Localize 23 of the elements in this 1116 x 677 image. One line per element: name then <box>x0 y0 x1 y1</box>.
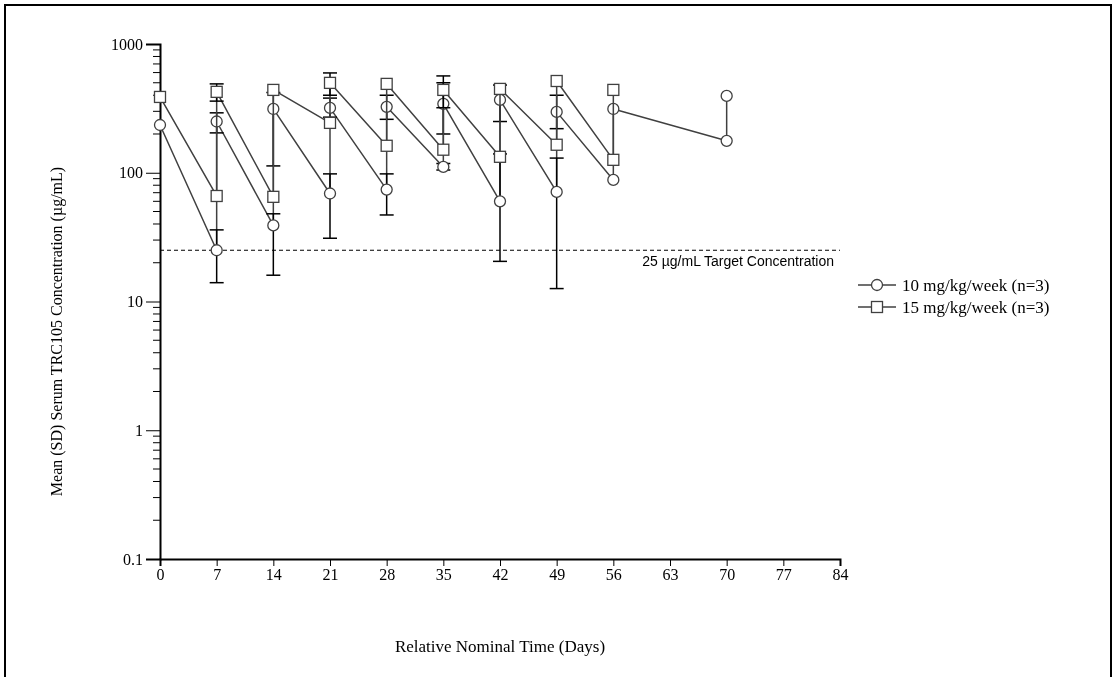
x-tick-label: 14 <box>265 566 282 584</box>
y-axis-title: Mean (SD) Serum TRC105 Concentration (µg/mL) <box>48 166 66 497</box>
y-tick-label: 1000 <box>111 35 143 53</box>
x-tick-label: 28 <box>379 566 396 584</box>
x-tick-label: 70 <box>719 566 736 584</box>
y-tick-label: 1 <box>135 421 143 439</box>
x-tick-label: 84 <box>832 566 849 584</box>
x-tick-label: 0 <box>156 566 165 584</box>
x-tick-label: 7 <box>213 566 222 584</box>
y-tick-label: 0.1 <box>123 550 143 568</box>
x-tick-label: 49 <box>549 566 566 584</box>
x-tick-label: 56 <box>605 566 622 584</box>
legend-label: 15 mg/kg/week (n=3) <box>902 298 1050 317</box>
x-tick-label: 63 <box>662 566 679 584</box>
x-tick-label: 35 <box>435 566 452 584</box>
y-tick-label: 10 <box>127 293 143 311</box>
x-tick-label: 42 <box>492 566 509 584</box>
x-tick-label: 77 <box>775 566 792 584</box>
x-tick-label: 21 <box>322 566 339 584</box>
legend-label: 10 mg/kg/week (n=3) <box>902 276 1050 295</box>
ref-line-label: 25 µg/mL Target Concentration <box>642 253 834 270</box>
y-tick-label: 100 <box>119 164 143 182</box>
x-axis-title: Relative Nominal Time (Days) <box>394 637 606 656</box>
